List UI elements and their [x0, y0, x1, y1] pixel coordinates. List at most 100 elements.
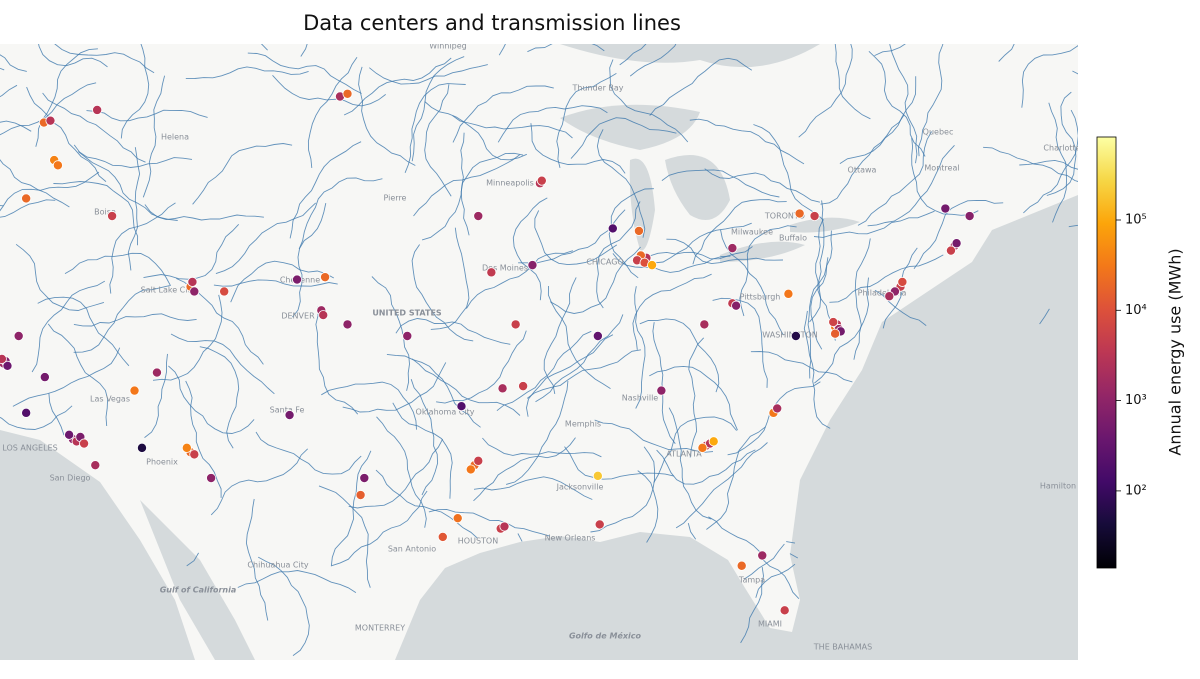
transmission-line: [331, 490, 428, 567]
data-center: [594, 519, 605, 530]
data-center: [945, 245, 956, 256]
transmission-line: [786, 541, 796, 544]
place-label: ATLANTA: [666, 450, 702, 459]
transmission-line: [857, 131, 932, 226]
place-label: Salt Lake City: [141, 286, 196, 295]
data-center: [402, 331, 413, 342]
data-center: [897, 276, 908, 287]
place-label: Minneapolis: [486, 179, 534, 188]
data-center: [318, 310, 329, 321]
data-center: [647, 260, 658, 271]
transmission-line: [73, 285, 170, 353]
data-center: [0, 353, 7, 364]
place-label: Memphis: [565, 420, 601, 429]
place-label: Jacksonville: [556, 483, 604, 492]
transmission-line: [750, 351, 853, 383]
transmission-line: [739, 225, 797, 317]
transmission-line: [168, 365, 255, 434]
transmission-line: [1046, 91, 1077, 196]
transmission-line: [0, 159, 70, 208]
transmission-line: [26, 86, 107, 182]
place-label: Hamilton: [1040, 482, 1076, 491]
transmission-line: [411, 244, 474, 342]
transmission-line: [740, 567, 764, 644]
transmission-line: [1039, 308, 1050, 325]
transmission-line: [460, 152, 524, 236]
transmission-line: [649, 365, 738, 431]
transmission-line: [0, 120, 32, 132]
data-center: [151, 367, 162, 378]
transmission-line: [170, 333, 275, 395]
data-center: [45, 115, 56, 126]
data-centers: [0, 88, 975, 616]
data-center: [359, 473, 370, 484]
place-label: Winnipeg: [429, 42, 466, 51]
data-center: [292, 274, 303, 285]
colorbar-tick-label: 10³: [1125, 393, 1147, 408]
data-center: [189, 286, 200, 297]
transmission-line: [839, 76, 917, 164]
transmission-line: [392, 402, 453, 499]
place-label: Buffalo: [779, 234, 807, 243]
place-label: Quebec: [923, 128, 954, 137]
data-center: [465, 464, 476, 475]
transmission-line: [369, 64, 488, 85]
lake: [790, 217, 860, 233]
transmission-line: [512, 197, 548, 301]
transmission-line: [424, 101, 527, 161]
transmission-line: [594, 419, 714, 453]
data-center: [656, 385, 667, 396]
chart-title: Data centers and transmission lines: [303, 11, 681, 35]
transmission-line: [868, 50, 926, 157]
transmission-line: [298, 177, 383, 250]
gulf-of-california: [140, 500, 255, 660]
data-center: [633, 225, 644, 236]
data-center: [518, 381, 529, 392]
data-center: [13, 331, 24, 342]
place-label: Montreal: [924, 164, 959, 173]
transmission-line: [526, 334, 614, 417]
place-label: Las Vegas: [90, 395, 130, 404]
transmission-line: [692, 199, 787, 265]
data-center: [21, 407, 32, 418]
transmission-line: [661, 169, 780, 198]
transmission-line: [15, 243, 105, 311]
place-label: Gulf of California: [160, 586, 237, 595]
transmission-line: [564, 446, 675, 480]
transmission-line: [549, 246, 641, 314]
place-label: New Orleans: [545, 534, 596, 543]
transmission-line: [1068, 224, 1078, 228]
lake: [720, 241, 805, 262]
transmission-line: [497, 105, 608, 143]
transmission-line: [609, 59, 689, 143]
data-center: [536, 175, 547, 186]
transmission-line: [675, 442, 768, 529]
transmission-line: [318, 485, 371, 588]
data-center: [731, 300, 742, 311]
transmission-line: [983, 146, 1078, 182]
transmission-line: [395, 318, 511, 345]
transmission-line: [215, 202, 317, 275]
data-center: [342, 88, 353, 99]
data-center: [727, 243, 738, 254]
transmission-line: [144, 204, 264, 221]
transmission-line: [342, 362, 447, 413]
transmission-line: [53, 181, 139, 246]
transmission-line: [0, 405, 73, 430]
transmission-line: [829, 254, 944, 303]
data-center: [129, 385, 140, 396]
transmission-line: [343, 57, 452, 116]
transmission-line: [411, 358, 521, 416]
transmission-line: [452, 115, 573, 139]
data-center: [607, 223, 618, 234]
transmission-line: [652, 322, 676, 444]
transmission-line: [803, 310, 831, 429]
map: Winnipeg Thunder Bay Quebec Montreal Ottawa T…: [0, 42, 1078, 660]
data-center: [79, 438, 90, 449]
transmission-line: [47, 323, 109, 427]
transmission-line: [813, 210, 935, 238]
place-label: DENVER: [281, 312, 315, 321]
transmission-line: [257, 556, 310, 656]
data-center: [809, 211, 820, 222]
